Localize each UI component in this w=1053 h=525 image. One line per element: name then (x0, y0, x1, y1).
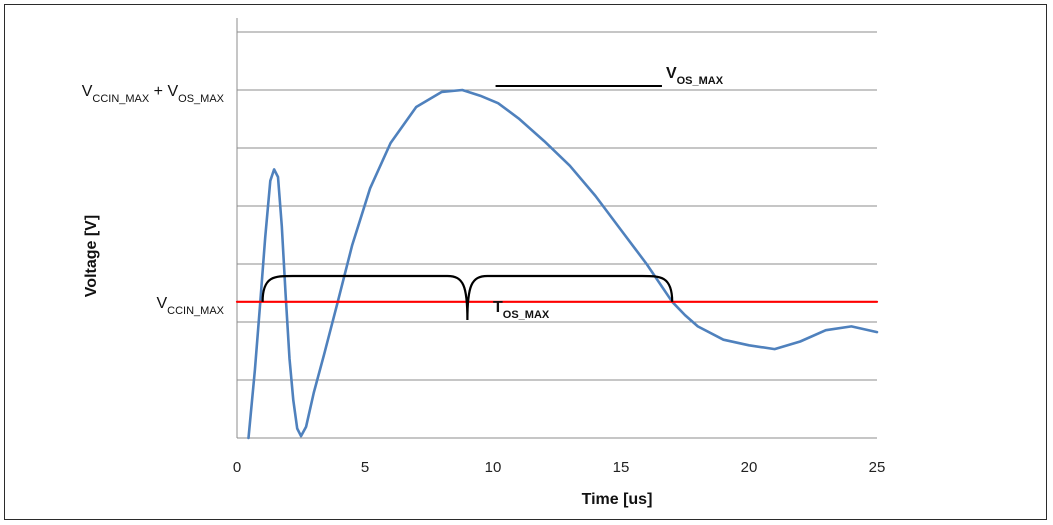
x-tick-label: 25 (869, 459, 886, 476)
y-label-overshoot-level: VCCIN_MAX + VOS_MAX (82, 83, 225, 105)
tos-max-brace (261, 274, 674, 321)
series-layer (235, 88, 879, 440)
tos-max-label: TOS_MAX (493, 299, 550, 321)
grid-lines (236, 18, 877, 439)
x-tick-label: 0 (233, 459, 241, 476)
x-tick-label: 15 (613, 459, 630, 476)
x-tick-label: 5 (361, 459, 369, 476)
annotation-layer: VOS_MAX TOS_MAX (261, 65, 724, 321)
x-tick-label: 20 (741, 459, 758, 476)
series-voltage-line (247, 88, 879, 440)
x-tick-label: 10 (485, 459, 502, 476)
y-axis-title: Voltage [V] (83, 215, 100, 297)
x-axis-title: Time [us] (582, 491, 653, 508)
vos-max-label: VOS_MAX (666, 65, 724, 87)
tick-labels: 0 5 10 15 20 25 VCCIN_MAX + VOS_MAX VCCIN_MAX (82, 83, 886, 476)
y-label-vccin-max: VCCIN_MAX (156, 295, 224, 317)
